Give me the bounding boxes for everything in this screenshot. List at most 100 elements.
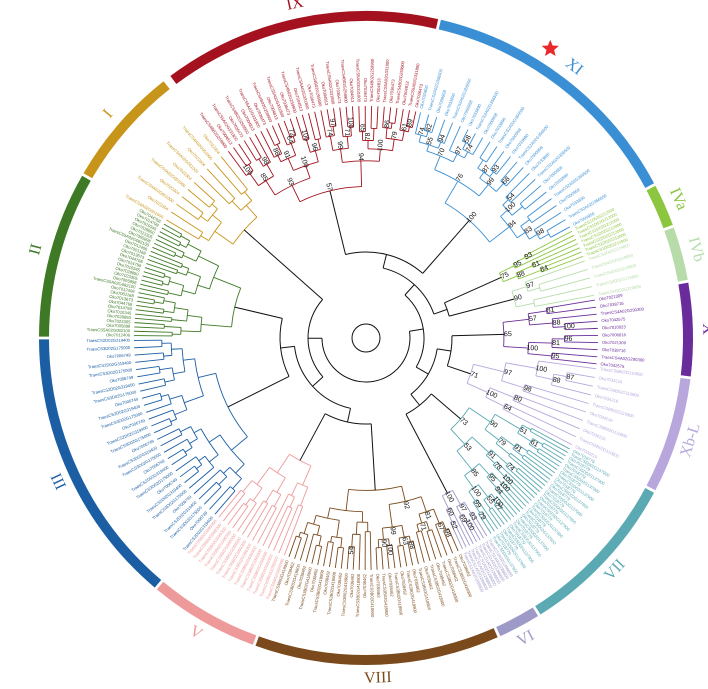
branch — [146, 403, 172, 413]
branch — [180, 426, 191, 433]
branch-arc — [195, 250, 202, 262]
bootstrap-label: 57 — [324, 182, 333, 191]
branch — [471, 436, 490, 453]
branch — [402, 545, 408, 567]
leaf-label: Oko7038462 — [349, 573, 355, 598]
branch — [472, 137, 484, 155]
branch — [483, 499, 491, 510]
bootstrap-label: 72 — [287, 128, 296, 138]
backbone-branch — [312, 376, 324, 387]
branch — [464, 475, 475, 489]
leaf-label: Oko7038462 — [296, 565, 307, 590]
bootstrap-label: 63 — [400, 537, 408, 546]
bootstrap-label: 51 — [518, 426, 528, 436]
branch — [418, 513, 423, 524]
clade-ring-viii — [255, 628, 498, 665]
backbone-branch — [227, 375, 290, 408]
leaf-label: Oko7034216 — [598, 375, 623, 384]
branch-arc — [479, 157, 487, 163]
branch-arc — [219, 434, 245, 465]
branch — [157, 235, 180, 247]
branch — [214, 490, 236, 515]
leaf-label: TraesCS3B02G418900 — [326, 571, 337, 615]
backbone-branch — [243, 229, 323, 300]
branch — [476, 499, 499, 530]
branch — [508, 455, 546, 486]
branch — [267, 505, 289, 549]
leaf-label: Oko7038462 — [387, 573, 394, 598]
bootstrap-label: 88 — [552, 319, 560, 327]
branch — [468, 491, 476, 502]
branch — [426, 131, 429, 137]
branch — [469, 133, 476, 145]
branch — [517, 432, 532, 442]
bootstrap-label: 71 — [343, 128, 351, 137]
branch — [453, 520, 467, 548]
branch — [300, 486, 309, 506]
branch — [463, 513, 469, 522]
branch — [218, 476, 228, 485]
marker-layer — [541, 39, 559, 56]
leaf-label: Oko7042575 — [601, 316, 626, 323]
bootstrap-label: 88 — [407, 541, 416, 550]
branch — [496, 502, 511, 520]
branch — [223, 466, 231, 474]
branch-arc — [208, 222, 222, 241]
tree-branches — [134, 105, 598, 571]
branch-arc — [200, 428, 219, 456]
branch — [161, 227, 181, 239]
leaf-label: TraesCS4A02G290300 — [601, 354, 645, 363]
branch — [317, 139, 321, 150]
branch — [515, 470, 541, 493]
branch — [524, 384, 589, 404]
branch — [187, 314, 202, 318]
backbone-branch — [449, 298, 515, 317]
leaf-label: Oko7021309 — [602, 340, 627, 345]
branch — [249, 172, 259, 186]
branch — [311, 545, 317, 564]
branch — [164, 326, 182, 328]
branch — [323, 541, 329, 567]
leaf-label: TraesCS4B02G259900 — [369, 58, 375, 102]
branch — [148, 409, 174, 420]
leaf-label: Oko7036473 — [388, 78, 396, 103]
branch — [521, 457, 551, 480]
branch — [477, 513, 492, 534]
bootstrap-label: 69 — [458, 514, 468, 524]
branch — [541, 445, 564, 460]
bootstrap-label: 93 — [285, 177, 295, 187]
leaf-label: Oko7006749 — [106, 352, 131, 359]
bootstrap-label: 98 — [536, 228, 546, 238]
bootstrap-label: 98 — [523, 385, 533, 394]
branch-arc — [529, 428, 533, 432]
bootstrap-label: 68 — [501, 175, 511, 186]
bootstrap-label: 97 — [454, 146, 464, 156]
branch-arc — [503, 475, 507, 479]
branch-arc — [194, 358, 204, 396]
bootstrap-label: 89 — [406, 118, 414, 127]
clade-ring-ivb — [664, 227, 688, 282]
backbone-branch — [437, 348, 452, 352]
bootstrap-label: 74 — [465, 143, 475, 153]
branch — [277, 123, 288, 146]
bootstrap-label: 78 — [492, 461, 503, 472]
branch — [385, 127, 388, 139]
branch — [485, 396, 505, 407]
branch — [351, 534, 354, 547]
branch — [531, 205, 557, 224]
leaf-label: Oko7014799 — [108, 303, 133, 311]
bootstrap-label: 65 — [504, 331, 512, 338]
branch-arc — [500, 482, 504, 486]
branch — [503, 346, 529, 349]
branch — [144, 267, 166, 275]
branch — [258, 158, 264, 167]
branch — [150, 250, 183, 265]
bootstrap-label: 98 — [260, 156, 270, 166]
branch-arc — [546, 230, 552, 238]
branch — [174, 254, 183, 259]
backbone-branch — [431, 393, 461, 420]
branch — [370, 106, 373, 129]
branch — [456, 450, 473, 471]
branch — [136, 304, 164, 310]
bootstrap-label: 100 — [463, 518, 475, 532]
